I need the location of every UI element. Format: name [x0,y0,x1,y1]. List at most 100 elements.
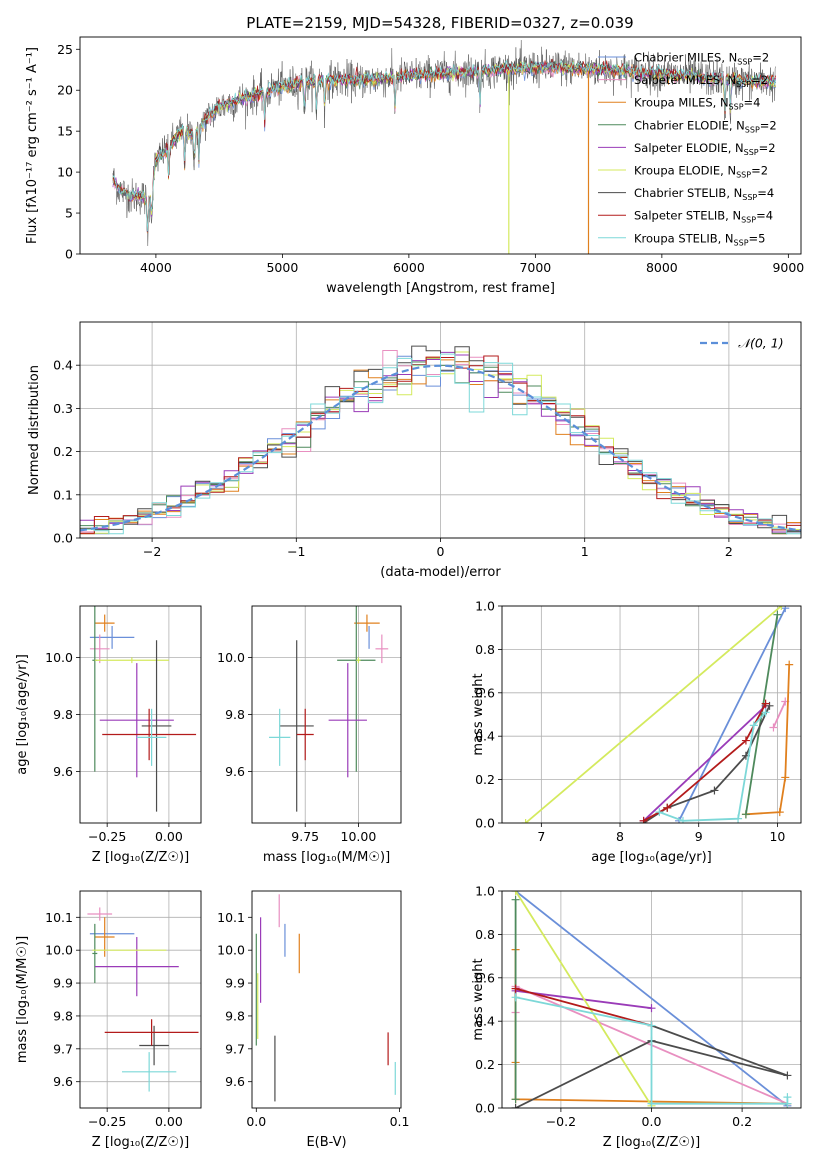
y-tick-label: 10.0 [217,650,245,665]
legend-suffix: =4 [744,96,761,110]
y-tick-label: 0.0 [475,816,495,831]
mass-weight-marker [773,610,782,619]
legend-subscript: SSP [729,103,744,112]
mass-weight-marker [785,660,794,669]
mass-weight-marker [783,1071,792,1080]
y-tick-label: 0 [65,247,73,262]
age-vs-metallicity-panel: −0.25 0.00 9.6 9.8 10.0 Z [log₁₀(Z/Z☉)] age [l… [15,605,202,865]
y-tick-label: 0.4 [475,1014,495,1029]
legend-subscript: SSP [744,148,759,157]
x-tick-label: 4000 [140,260,172,275]
mass-weight-marker [639,816,648,823]
y-tick-label: 9.7 [53,1041,73,1056]
legend-label: Chabrier MILES, N [634,51,737,65]
legend-subscript: SSP [736,80,751,89]
y-tick-label: 9.8 [53,707,73,722]
axes-frame [79,605,202,824]
mass-weight-marker [511,984,520,993]
legend-subscript: SSP [736,171,751,180]
legend-label: Salpeter ELODIE, N [634,141,744,155]
mass-weight-marker [511,1104,520,1108]
age-vs-mass-panel: 9.75 10.00 9.6 9.8 10.0 mass [log₁₀(M/M☉)] [217,605,402,865]
legend-entry: Chabrier ELODIE, NSSP=2 [634,118,777,134]
legend-subscript: SSP [737,58,752,67]
y-tick-label: 0.1 [53,487,73,502]
y-tick-label: 0.2 [475,772,495,787]
x-tick-label: 7 [537,829,545,844]
y-tick-label: 10.0 [217,943,245,958]
y-tick-label: 1.0 [475,599,495,614]
legend-label: Chabrier STELIB, N [634,186,742,200]
y-tick-label: 1.0 [475,884,495,899]
legend-label: 𝒩(0, 1) [738,336,784,351]
x-tick-label: −0.25 [88,829,126,844]
legend-suffix: =2 [752,51,769,65]
mass-weight-marker [741,810,750,819]
plot-area [269,606,389,812]
legend-entry: Chabrier STELIB, NSSP=4 [634,186,774,202]
y-tick-label: 9.8 [225,707,245,722]
y-tick-label: 10.1 [45,910,73,925]
y-tick-label: 9.9 [53,976,73,991]
legend-entry: Chabrier MILES, NSSP=2 [634,51,769,67]
mass-weight-marker [678,816,687,823]
legend-entry: Kroupa STELIB, NSSP=5 [634,231,765,247]
mass-weight-marker [741,736,750,745]
x-tick-label: 0.00 [155,1114,183,1129]
y-tick-label: 0.8 [475,642,495,657]
y-axis-label: mass weight [471,673,486,755]
mass-weight-marker [734,814,743,823]
x-tick-label: 0 [437,544,445,559]
x-tick-label: 6000 [393,260,425,275]
legend-subscript: SSP [741,216,756,225]
mass-weight-line [515,987,652,1027]
mass-weight-marker [663,803,672,812]
mass-weight-marker [511,895,520,904]
y-tick-label: 9.6 [53,1074,73,1089]
spectrum-panel: 4000 5000 6000 7000 8000 9000 0 5 10 15 20 25 wavele… [25,36,804,296]
legend-suffix: =4 [757,186,774,200]
y-tick-label: 5 [65,206,73,221]
y-axis-label: mass [log₁₀(M/M☉)] [15,936,30,1063]
y-tick-label: 0.2 [53,444,73,459]
plot-area [255,894,396,1102]
y-tick-label: 10.0 [45,650,73,665]
y-axis-label: Flux [fλ10⁻¹⁷ erg cm⁻² s⁻¹ A⁻¹] [25,47,40,244]
y-axis-label: Normed distribution [27,365,42,495]
y-axis-label: mass weight [471,958,486,1040]
y-tick-label: 0.4 [475,729,495,744]
mass-weight-line [515,1024,788,1108]
y-tick-label: 0.6 [475,970,495,985]
legend-entry: Kroupa MILES, NSSP=4 [634,96,760,112]
axes-frame [251,605,402,824]
legend-label: Salpeter MILES, N [634,73,736,87]
legend-suffix: =2 [751,73,768,87]
mass-weight-marker [511,1095,520,1104]
mass-weight-vs-age-panel: 7 8 9 10 0.0 0.2 0.4 0.6 0.8 1.0 age [log₁₀(age/yr… [471,599,802,865]
x-axis-label: E(B-V) [306,1135,346,1150]
x-axis-label: Z [log₁₀(Z/Z☉)] [92,850,189,865]
mass-weight-marker [781,773,790,782]
x-axis-label: age [log₁₀(age/yr)] [591,850,712,865]
axes-frame [79,36,802,255]
plot-area [112,40,777,254]
plot-area [80,345,801,538]
legend-label: Kroupa MILES, N [634,96,729,110]
legend-label: Kroupa ELODIE, N [634,164,736,178]
x-tick-label: 10 [769,829,785,844]
mass-weight-line [678,607,787,822]
legend-suffix: =2 [759,141,776,155]
mass-weight-vs-metallicity-panel: −0.2 0.0 0.2 0.0 0.2 0.4 0.6 0.8 1.0 Z [log₁₀(Z/Z… [471,884,802,1150]
mass-weight-marker [710,786,719,795]
x-axis-label: Z [log₁₀(Z/Z☉)] [92,1135,189,1150]
figure-title: PLATE=2159, MJD=54328, FIBERID=0327, z=0… [246,14,633,32]
legend-entry: Salpeter STELIB, NSSP=4 [634,209,773,225]
x-tick-label: 8000 [646,260,678,275]
plot-area [87,907,199,1092]
mass-weight-marker [647,1004,656,1013]
y-tick-label: 0.2 [475,1057,495,1072]
mass-weight-marker [781,606,790,613]
x-tick-label: 0.0 [642,1114,662,1129]
legend-entry: Salpeter MILES, NSSP=2 [634,73,768,89]
